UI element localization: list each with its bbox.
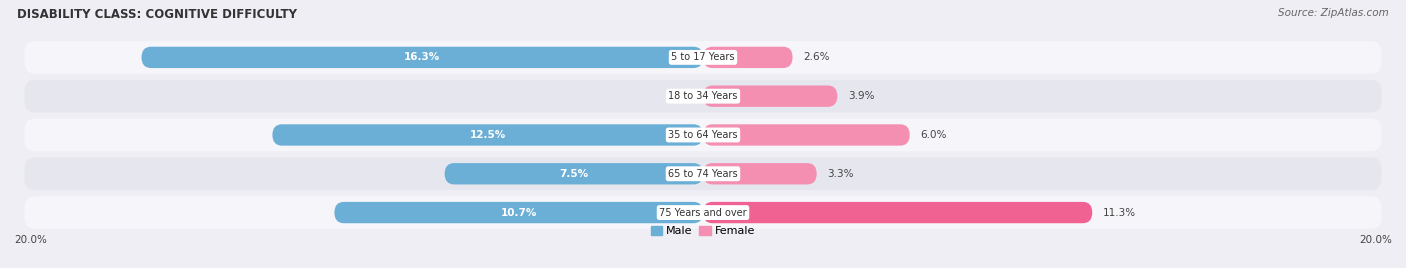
Text: 75 Years and over: 75 Years and over bbox=[659, 207, 747, 218]
FancyBboxPatch shape bbox=[703, 85, 838, 107]
FancyBboxPatch shape bbox=[703, 202, 1092, 223]
Text: 11.3%: 11.3% bbox=[1102, 207, 1136, 218]
FancyBboxPatch shape bbox=[703, 47, 793, 68]
Text: 18 to 34 Years: 18 to 34 Years bbox=[668, 91, 738, 101]
FancyBboxPatch shape bbox=[24, 119, 1382, 151]
Text: 3.3%: 3.3% bbox=[827, 169, 853, 179]
Text: 2.6%: 2.6% bbox=[803, 52, 830, 62]
Text: 16.3%: 16.3% bbox=[404, 52, 440, 62]
FancyBboxPatch shape bbox=[444, 163, 703, 184]
Text: 65 to 74 Years: 65 to 74 Years bbox=[668, 169, 738, 179]
Text: 10.7%: 10.7% bbox=[501, 207, 537, 218]
Text: 0.0%: 0.0% bbox=[666, 91, 693, 101]
FancyBboxPatch shape bbox=[703, 163, 817, 184]
Text: 7.5%: 7.5% bbox=[560, 169, 588, 179]
Text: Source: ZipAtlas.com: Source: ZipAtlas.com bbox=[1278, 8, 1389, 18]
Legend: Male, Female: Male, Female bbox=[647, 221, 759, 240]
Text: 3.9%: 3.9% bbox=[848, 91, 875, 101]
FancyBboxPatch shape bbox=[24, 41, 1382, 74]
FancyBboxPatch shape bbox=[24, 158, 1382, 190]
Text: 12.5%: 12.5% bbox=[470, 130, 506, 140]
Text: 35 to 64 Years: 35 to 64 Years bbox=[668, 130, 738, 140]
Text: 20.0%: 20.0% bbox=[1360, 235, 1392, 245]
Text: 6.0%: 6.0% bbox=[920, 130, 946, 140]
Text: 20.0%: 20.0% bbox=[14, 235, 46, 245]
FancyBboxPatch shape bbox=[142, 47, 703, 68]
Text: DISABILITY CLASS: COGNITIVE DIFFICULTY: DISABILITY CLASS: COGNITIVE DIFFICULTY bbox=[17, 8, 297, 21]
FancyBboxPatch shape bbox=[24, 196, 1382, 229]
FancyBboxPatch shape bbox=[273, 124, 703, 146]
FancyBboxPatch shape bbox=[24, 80, 1382, 113]
Text: 5 to 17 Years: 5 to 17 Years bbox=[671, 52, 735, 62]
FancyBboxPatch shape bbox=[703, 124, 910, 146]
FancyBboxPatch shape bbox=[335, 202, 703, 223]
